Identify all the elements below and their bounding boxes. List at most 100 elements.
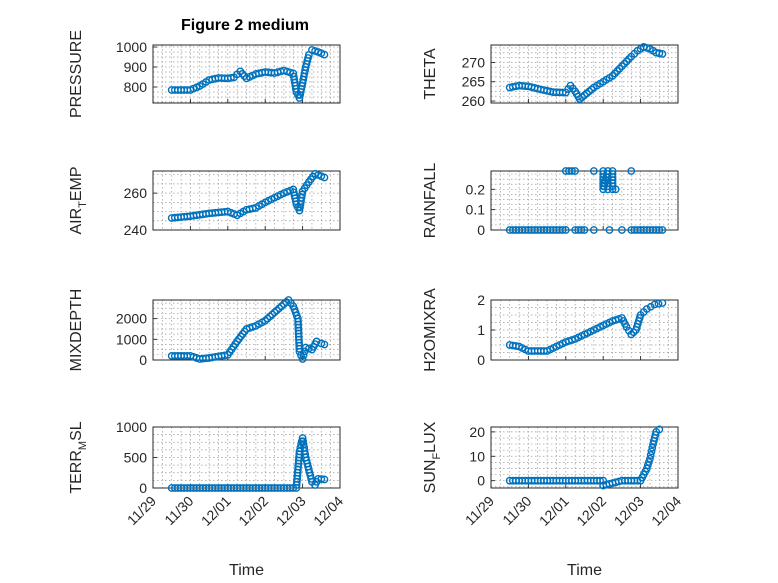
subplot-6: 0 1 2 H2OMIXRA [422,288,679,372]
data-point [298,355,307,363]
data-point [320,340,329,349]
y-tick-label: 265 [462,74,486,90]
data-point [650,300,659,309]
y-tick-label: 0 [139,480,147,496]
data-point [558,88,567,97]
y-axis-label: SUNFLUX [422,421,443,493]
y-tick-label: 500 [124,450,148,466]
data-point [240,72,249,80]
y-tick-label: 1000 [116,331,147,347]
y-tick-label: 1 [477,322,485,338]
y-tick-label: 2 [477,292,485,308]
y-axis-label-suffix: LUX [422,421,439,452]
y-tick-label: 800 [124,79,148,95]
data-point [320,173,329,182]
y-axis-label: THETA [422,48,439,100]
data-point [658,299,667,307]
data-point [643,461,652,470]
data-point [645,458,653,466]
data-point [317,475,326,484]
data-point [655,49,664,58]
y-axis-label-subscript: T [77,201,89,208]
data-point [646,451,655,459]
data-point [654,299,663,308]
data-point [298,190,306,199]
y-tick-label: 260 [462,93,486,109]
data-point [312,337,321,346]
data-point [248,204,257,213]
data-point [658,226,667,234]
data-point [608,185,617,194]
y-axis-label: MIXDEPTH [68,289,85,372]
data-point [320,475,329,484]
y-axis-label-main: THETA [422,48,439,100]
y-tick-label: 0 [477,222,485,238]
subplot-1: 800 900 1000 PRESSURE [68,30,341,118]
y-tick-label: 270 [462,54,486,70]
data-point [227,74,235,82]
data-point [571,167,580,175]
data-point [568,167,576,175]
data-point [611,185,620,194]
y-axis-label-subscript: F [431,453,443,460]
data-point [655,226,664,234]
series-markers [167,46,329,102]
data-point [646,454,654,463]
chart-title: Figure 2 medium [181,17,309,34]
data-point [658,49,667,58]
subplot-4: 0 0.1 0.2 RAINFALL [422,163,679,239]
data-point [646,302,655,311]
y-tick-label: 1000 [116,39,147,55]
series-markers [167,434,329,492]
data-point [558,226,567,234]
subplot-2: 260 265 270 THETA [422,43,679,109]
subplot-5: 0 1000 2000 MIXDEPTH [68,289,341,372]
data-point [642,464,651,473]
y-tick-label: 20 [469,424,485,440]
y-axis-label-main: SUN [422,460,439,494]
data-point [236,67,245,76]
y-axis-label-main: RAINFALL [422,163,439,239]
y-tick-label: 240 [124,222,148,238]
axes-frame [152,44,341,104]
y-axis-label-subscript: M [77,441,89,450]
y-axis-label-suffix: EMP [68,166,85,201]
y-tick-label: 2000 [116,311,147,327]
data-point [642,305,651,313]
y-tick-label: 0 [139,352,147,368]
y-axis-label: H2OMIXRA [422,288,439,372]
axes-frame [152,170,341,231]
data-point [299,351,308,360]
y-axis-label-main: AIR [68,208,85,235]
y-axis-label: TERRMSL [68,421,89,493]
y-axis-label-main: PRESSURE [68,30,85,118]
y-axis-label-main: MIXDEPTH [68,289,85,372]
data-point [655,425,664,434]
data-point [561,226,570,234]
series-markers [505,167,667,234]
y-axis-label-suffix: SL [68,421,85,441]
data-point [605,226,614,234]
data-point [577,226,586,234]
y-tick-label: 0.1 [466,202,486,218]
data-point [238,69,247,78]
y-tick-label: 0.2 [466,181,486,197]
data-point [589,226,598,234]
series-markers [167,169,329,222]
y-tick-label: 0 [477,473,485,489]
subplot-3: 240 260 AIRTEMP [68,166,341,238]
series-markers [505,43,667,104]
y-axis-label-main: H2OMIXRA [422,288,439,372]
data-point [627,167,636,175]
axes-frame [490,426,679,489]
y-axis-label: PRESSURE [68,30,85,118]
data-point [320,50,329,59]
series-markers [505,425,664,490]
axes-frame [490,44,679,104]
data-point [589,167,598,175]
y-tick-label: 900 [124,59,148,75]
series-markers [505,299,667,355]
y-tick-label: 260 [124,185,148,201]
